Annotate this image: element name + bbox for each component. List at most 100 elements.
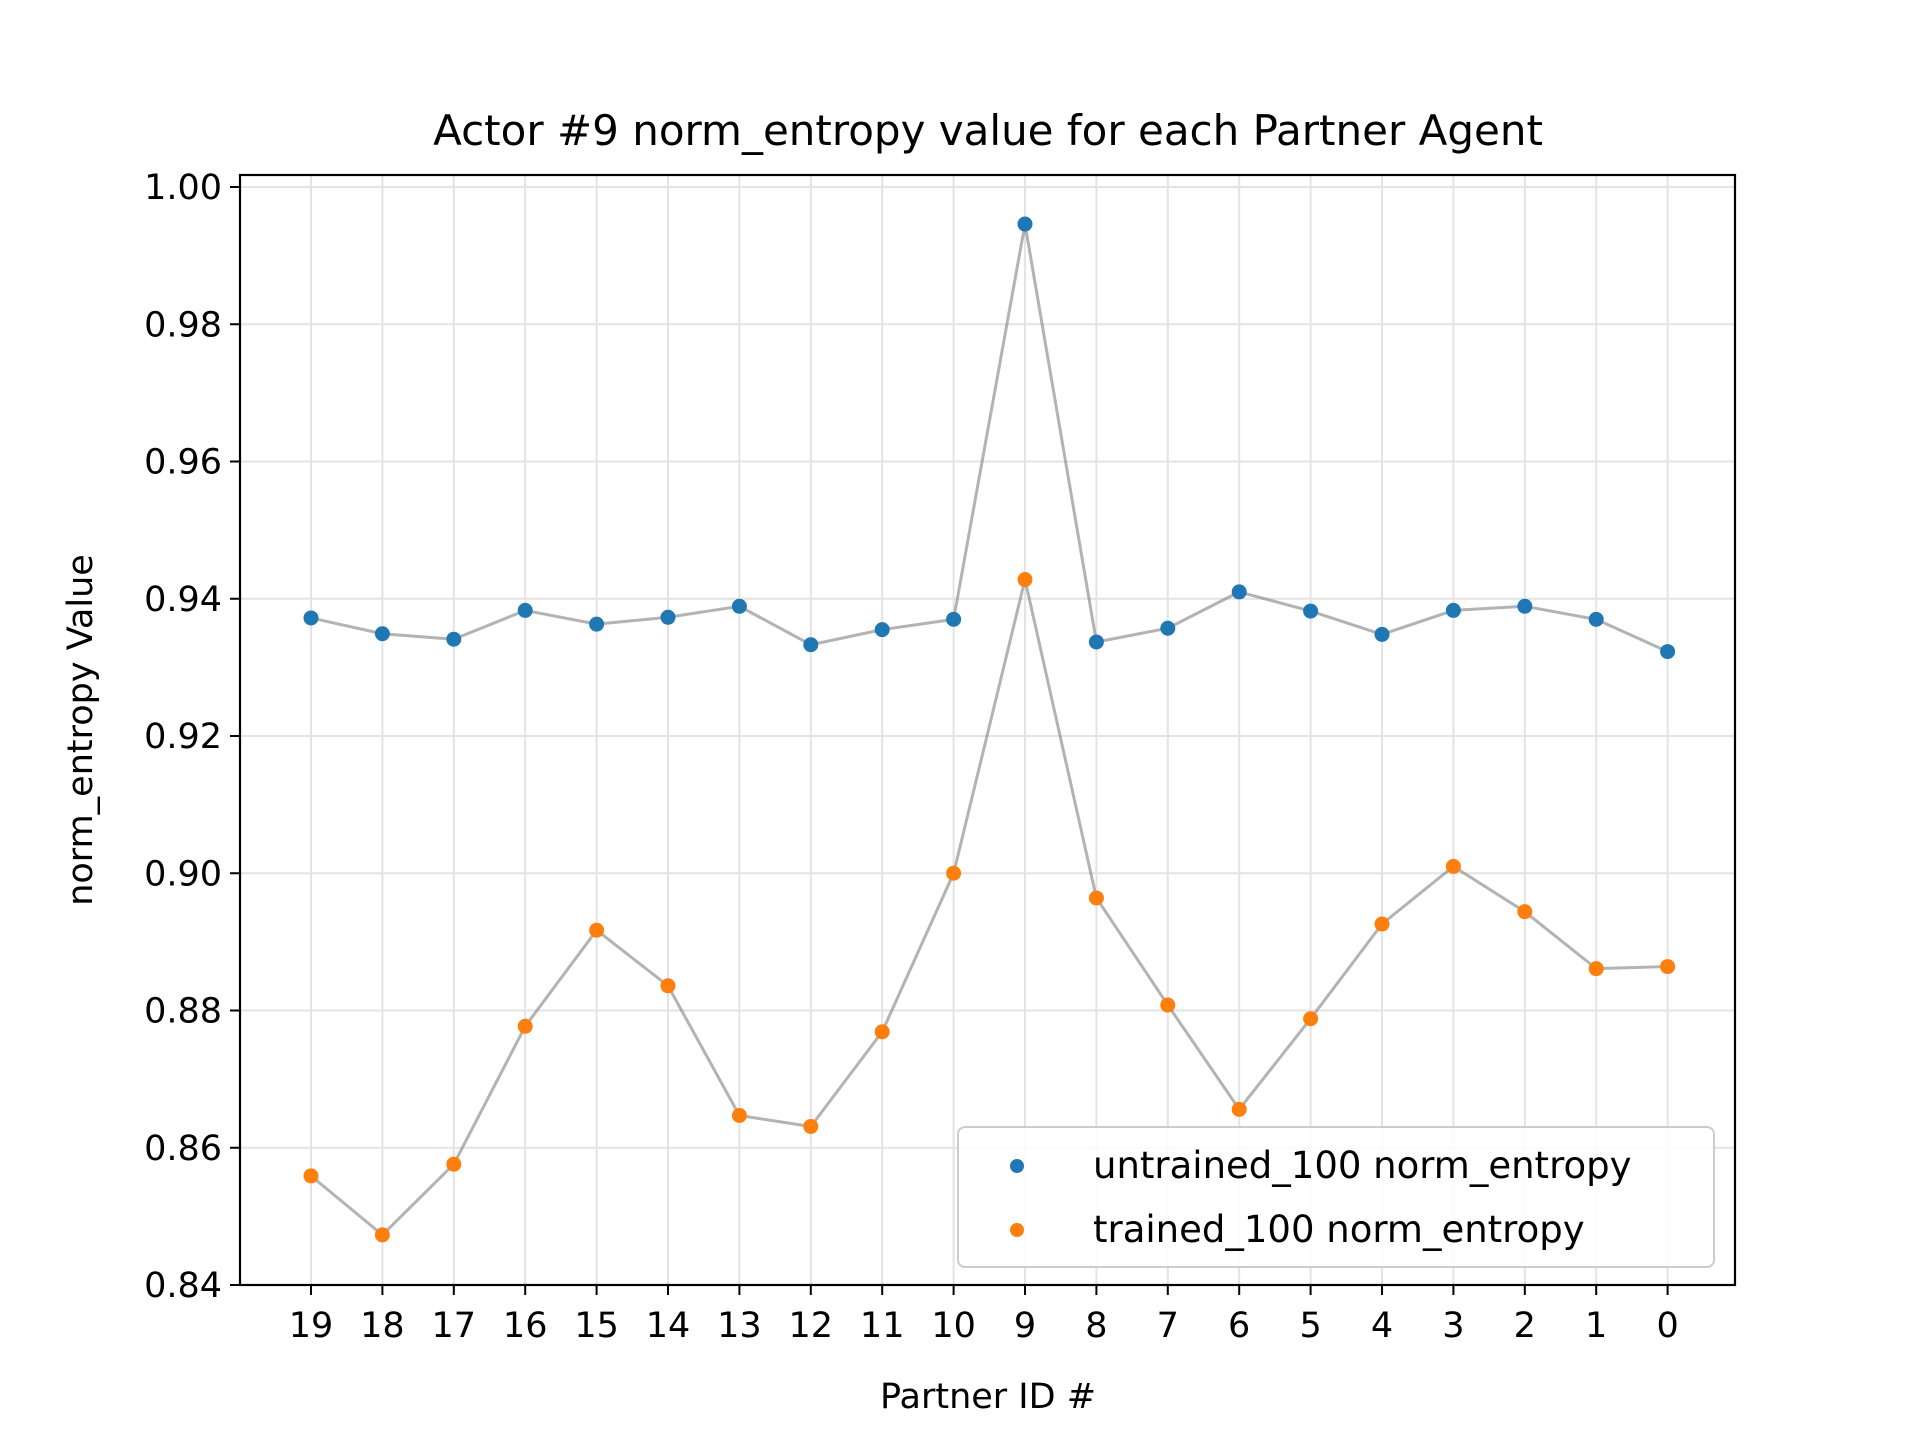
untrained-point bbox=[660, 609, 676, 625]
connector-segment-1 bbox=[1523, 910, 1598, 970]
x-tick-label: 17 bbox=[432, 1306, 477, 1346]
untrained-point bbox=[1517, 598, 1533, 614]
connector-segment-0 bbox=[1238, 590, 1311, 613]
untrained-point bbox=[1588, 611, 1604, 627]
legend-box bbox=[957, 1126, 1715, 1268]
connector-segment-0 bbox=[382, 632, 454, 641]
y-tick-label: 0.84 bbox=[144, 1266, 222, 1306]
x-tick-label: 13 bbox=[717, 1306, 762, 1346]
connector-segment-1 bbox=[310, 1174, 384, 1237]
connector-segment-0 bbox=[1381, 608, 1454, 636]
connector-segment-0 bbox=[1453, 604, 1525, 612]
y-tick-label: 0.98 bbox=[144, 305, 222, 345]
connector-segment-1 bbox=[1023, 579, 1098, 899]
connector-segment-0 bbox=[1595, 617, 1669, 653]
trained-point bbox=[303, 1168, 319, 1184]
connector-segment-1 bbox=[952, 579, 1027, 874]
y-axis-label: norm_entropy Value bbox=[61, 554, 101, 906]
x-tick-label: 14 bbox=[646, 1306, 691, 1346]
legend: untrained_100 norm_entropy trained_100 n… bbox=[957, 1126, 1715, 1268]
trained-point bbox=[946, 865, 962, 881]
trained-point bbox=[1660, 959, 1676, 975]
y-tick-label: 0.86 bbox=[144, 1129, 222, 1169]
connector-segment-1 bbox=[1166, 1004, 1241, 1111]
y-tick-label: 0.88 bbox=[144, 992, 222, 1032]
connector-segment-1 bbox=[880, 872, 955, 1033]
connector-lines bbox=[310, 223, 1669, 1237]
x-tick-label: 4 bbox=[1371, 1306, 1393, 1346]
untrained-point bbox=[1374, 626, 1390, 642]
connector-segment-1 bbox=[1596, 965, 1668, 971]
x-tick-label: 19 bbox=[289, 1306, 334, 1346]
trained-point bbox=[1017, 572, 1033, 588]
y-tick-label: 0.94 bbox=[144, 580, 222, 620]
trained-point bbox=[1303, 1011, 1319, 1027]
untrained-point bbox=[1017, 216, 1033, 232]
connector-segment-0 bbox=[881, 617, 954, 632]
connector-segment-0 bbox=[310, 616, 383, 636]
trained-point bbox=[1588, 961, 1604, 977]
connector-segment-1 bbox=[381, 1163, 455, 1236]
trained-point bbox=[374, 1227, 390, 1243]
x-tick-label: 1 bbox=[1585, 1306, 1607, 1346]
x-tick-label: 11 bbox=[860, 1306, 905, 1346]
legend-marker-untrained bbox=[1010, 1159, 1024, 1173]
trained-point bbox=[589, 922, 605, 938]
x-tick-label: 18 bbox=[360, 1306, 405, 1346]
y-tick-label: 1.00 bbox=[144, 168, 222, 208]
connector-segment-1 bbox=[739, 1114, 812, 1128]
legend-label-untrained: untrained_100 norm_entropy bbox=[1093, 1144, 1632, 1187]
untrained-point bbox=[731, 598, 747, 614]
x-tick-label: 12 bbox=[789, 1306, 834, 1346]
connector-segment-1 bbox=[595, 929, 669, 987]
untrained-point bbox=[374, 626, 390, 642]
untrained-point bbox=[303, 610, 319, 626]
connector-segment-1 bbox=[523, 929, 598, 1028]
connector-segment-0 bbox=[952, 223, 1027, 620]
legend-label-trained: trained_100 norm_entropy bbox=[1093, 1208, 1585, 1251]
untrained-point bbox=[1660, 644, 1676, 660]
connector-segment-0 bbox=[453, 609, 526, 641]
data-points bbox=[303, 216, 1676, 1243]
untrained-point bbox=[803, 637, 819, 653]
trained-point bbox=[1160, 997, 1176, 1013]
trained-point bbox=[660, 978, 676, 994]
x-tick-label: 3 bbox=[1442, 1306, 1464, 1346]
y-tick-label: 0.90 bbox=[144, 854, 222, 894]
trained-point bbox=[517, 1018, 533, 1034]
trained-point bbox=[1374, 916, 1390, 932]
chart-title: Actor #9 norm_entropy value for each Par… bbox=[433, 106, 1543, 155]
trained-point bbox=[1088, 890, 1104, 906]
legend-marker-trained bbox=[1010, 1223, 1024, 1237]
y-tick-label: 0.92 bbox=[144, 717, 222, 757]
untrained-point bbox=[1445, 602, 1461, 618]
connector-segment-1 bbox=[1238, 1017, 1312, 1111]
untrained-point bbox=[946, 611, 962, 627]
trained-point bbox=[446, 1156, 462, 1172]
connector-segment-1 bbox=[1452, 865, 1526, 913]
connector-segment-1 bbox=[666, 985, 741, 1117]
connector-segment-0 bbox=[667, 604, 740, 619]
untrained-point bbox=[1231, 584, 1247, 600]
connector-segment-0 bbox=[1096, 626, 1169, 644]
connector-segment-1 bbox=[452, 1025, 527, 1165]
trained-point bbox=[1445, 858, 1461, 874]
untrained-point bbox=[517, 602, 533, 618]
connector-segment-0 bbox=[596, 615, 669, 626]
y-tick-label: 0.96 bbox=[144, 443, 222, 483]
untrained-point bbox=[874, 622, 890, 638]
untrained-point bbox=[1303, 603, 1319, 619]
connector-segment-1 bbox=[1095, 897, 1170, 1006]
untrained-point bbox=[1160, 620, 1176, 636]
connector-segment-0 bbox=[1310, 609, 1383, 636]
untrained-point bbox=[1088, 634, 1104, 650]
connector-segment-0 bbox=[1524, 604, 1597, 621]
connector-segment-1 bbox=[809, 1030, 884, 1128]
x-tick-label: 10 bbox=[931, 1306, 976, 1346]
untrained-point bbox=[446, 631, 462, 647]
connector-segment-1 bbox=[1381, 865, 1455, 926]
x-tick-label: 7 bbox=[1157, 1306, 1179, 1346]
x-tick-label: 6 bbox=[1228, 1306, 1250, 1346]
trained-point bbox=[874, 1024, 890, 1040]
